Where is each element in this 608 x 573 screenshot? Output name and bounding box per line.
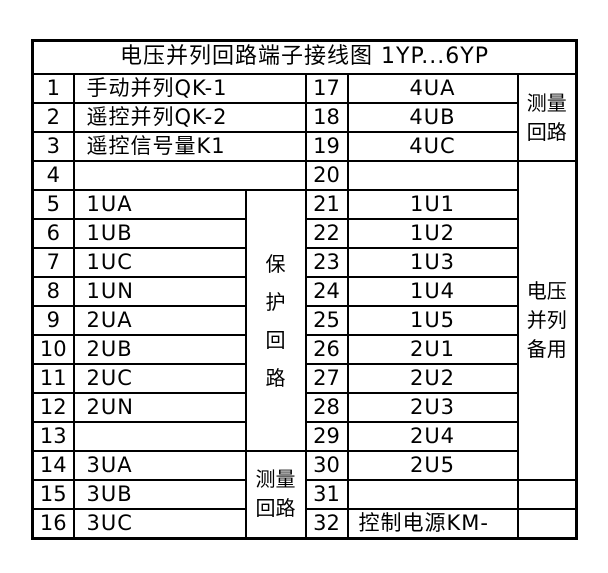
terminal-number: 24 xyxy=(304,276,349,307)
terminal-value: 1UB xyxy=(72,218,247,249)
table-row: 11 2UC 27 2U2 xyxy=(31,363,577,394)
circuit-label-measure-left: 测量 回路 xyxy=(244,450,307,539)
terminal-number: 6 xyxy=(31,218,75,249)
terminal-number: 3 xyxy=(31,131,75,162)
terminal-value xyxy=(72,421,247,452)
terminal-value: 2UC xyxy=(72,363,247,394)
terminal-value: 4UA xyxy=(346,73,519,104)
terminal-value: 2U1 xyxy=(346,334,519,365)
circuit-label-protection: 保 护 回 路 xyxy=(244,189,307,452)
table-row: 15 3UB 31 xyxy=(31,479,578,510)
terminal-number: 23 xyxy=(304,247,349,278)
terminal-value: 3UC xyxy=(72,508,247,539)
terminal-number: 26 xyxy=(304,334,349,365)
terminal-number: 8 xyxy=(31,276,75,307)
table-row: 13 29 2U4 xyxy=(31,421,577,452)
terminal-value: 2UN xyxy=(72,392,247,423)
terminal-number: 25 xyxy=(304,305,349,336)
terminal-value: 遥控并列QK-2 xyxy=(72,102,307,133)
terminal-value: 1U4 xyxy=(346,276,519,307)
terminal-number: 20 xyxy=(304,160,349,191)
terminal-number: 27 xyxy=(304,363,349,394)
terminal-number: 5 xyxy=(31,189,75,220)
terminal-value: 1UN xyxy=(72,276,247,307)
terminal-value xyxy=(346,479,519,510)
terminal-number: 9 xyxy=(31,305,75,336)
terminal-number: 10 xyxy=(31,334,75,365)
terminal-value: 控制电源KM- xyxy=(346,508,519,539)
terminal-value xyxy=(72,160,307,191)
terminal-value: 4UB xyxy=(346,102,519,133)
terminal-value: 2UA xyxy=(72,305,247,336)
table-row: 14 3UA 测量 回路 30 2U5 xyxy=(31,450,577,539)
terminal-value: 1UA xyxy=(72,189,247,220)
terminal-number: 14 xyxy=(31,450,75,481)
table-row: 5 1UA 保 护 回 路 21 1U1 xyxy=(31,189,577,452)
table-row: 7 1UC 23 1U3 xyxy=(31,247,577,278)
terminal-number: 31 xyxy=(304,479,349,510)
circuit-label-measure-right: 测量 回路 xyxy=(516,73,578,162)
table-row: 12 2UN 28 2U3 xyxy=(31,392,577,423)
terminal-number: 1 xyxy=(31,73,75,104)
table-row: 电压并列回路端子接线图 1YP...6YP xyxy=(31,39,578,75)
terminal-number: 15 xyxy=(31,479,75,510)
circuit-label-empty xyxy=(516,508,578,539)
terminal-value: 1U1 xyxy=(346,189,519,220)
terminal-value: 手动并列QK-1 xyxy=(72,73,307,104)
terminal-number: 18 xyxy=(304,102,349,133)
terminal-value: 1U5 xyxy=(346,305,519,336)
terminal-number: 21 xyxy=(304,189,349,220)
terminal-number: 13 xyxy=(31,421,75,452)
terminal-value: 2U5 xyxy=(346,450,519,481)
table-row: 8 1UN 24 1U4 xyxy=(31,276,577,307)
terminal-number: 16 xyxy=(31,508,75,539)
terminal-value: 4UC xyxy=(346,131,519,162)
terminal-number: 12 xyxy=(31,392,75,423)
terminal-value: 2UB xyxy=(72,334,247,365)
terminal-number: 17 xyxy=(304,73,349,104)
terminal-value xyxy=(346,160,519,191)
terminal-number: 29 xyxy=(304,421,349,452)
table-row: 10 2UB 26 2U1 xyxy=(31,334,577,365)
terminal-number: 4 xyxy=(31,160,75,191)
terminal-value: 1UC xyxy=(72,247,247,278)
terminal-value: 3UB xyxy=(72,479,247,510)
terminal-value: 1U2 xyxy=(346,218,519,249)
terminal-wiring-table: 电压并列回路端子接线图 1YP...6YP 1 手动并列QK-1 17 4UA … xyxy=(31,39,578,540)
terminal-number: 22 xyxy=(304,218,349,249)
table-title: 电压并列回路端子接线图 1YP...6YP xyxy=(31,39,578,75)
terminal-number: 19 xyxy=(304,131,349,162)
table-row: 6 1UB 22 1U2 xyxy=(31,218,577,249)
terminal-value: 3UA xyxy=(72,450,247,481)
table-row: 16 3UC 32 控制电源KM- xyxy=(31,508,578,539)
terminal-number: 2 xyxy=(31,102,75,133)
terminal-value: 遥控信号量K1 xyxy=(72,131,307,162)
table-row: 2 遥控并列QK-2 18 4UB xyxy=(31,102,577,133)
terminal-number: 11 xyxy=(31,363,75,394)
terminal-value: 1U3 xyxy=(346,247,519,278)
table-row: 4 20 电压 并列 备用 xyxy=(31,160,578,481)
terminal-number: 30 xyxy=(304,450,349,481)
table-row: 3 遥控信号量K1 19 4UC xyxy=(31,131,577,162)
terminal-number: 32 xyxy=(304,508,349,539)
circuit-label-voltage-parallel-backup: 电压 并列 备用 xyxy=(516,160,578,481)
terminal-number: 7 xyxy=(31,247,75,278)
terminal-value: 2U2 xyxy=(346,363,519,394)
terminal-value: 2U4 xyxy=(346,421,519,452)
table-row: 1 手动并列QK-1 17 4UA 测量 回路 xyxy=(31,73,578,162)
terminal-number: 28 xyxy=(304,392,349,423)
circuit-label-empty xyxy=(516,479,578,510)
terminal-value: 2U3 xyxy=(346,392,519,423)
table-row: 9 2UA 25 1U5 xyxy=(31,305,577,336)
